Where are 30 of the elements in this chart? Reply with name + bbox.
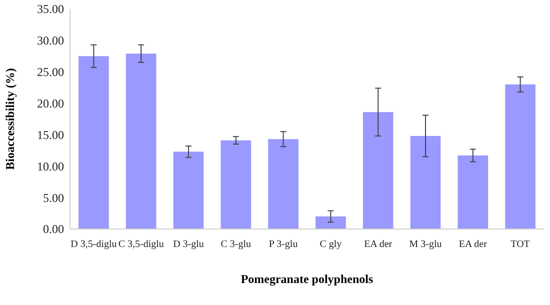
bar xyxy=(78,56,109,229)
bar xyxy=(126,54,156,229)
y-tick-label: 20.00 xyxy=(37,96,64,110)
x-tick-label: EA der xyxy=(458,239,488,250)
bar xyxy=(410,136,441,229)
bar xyxy=(316,216,346,229)
x-tick-label: P 3-glu xyxy=(268,239,298,250)
x-tick-label: M 3-glu xyxy=(409,239,442,250)
x-tick-label: D 3-glu xyxy=(173,239,204,250)
bar xyxy=(220,140,252,229)
bar xyxy=(268,139,298,229)
x-tick-label: TOT xyxy=(510,239,530,250)
bar xyxy=(505,84,536,229)
x-axis-title: Pomegranate polyphenols xyxy=(240,272,374,286)
y-axis-title: Bioaccessibility (%) xyxy=(3,68,17,170)
bar xyxy=(362,112,394,229)
y-tick-label: 25.00 xyxy=(37,65,64,80)
y-tick-label: 0.00 xyxy=(43,222,64,236)
y-tick-label: 10.00 xyxy=(37,159,64,174)
y-tick-label: 15.00 xyxy=(37,128,64,142)
x-tick-label: C 3-glu xyxy=(220,239,252,250)
y-tick-label: 35.00 xyxy=(37,2,64,16)
x-tick-label: C 3,5-diglu xyxy=(118,239,164,250)
x-tick-label: D 3,5-diglu xyxy=(70,239,117,250)
x-tick-label: EA der xyxy=(364,239,393,250)
x-tick-label: C gly xyxy=(320,239,342,250)
y-tick-label: 5.00 xyxy=(43,190,64,205)
bar xyxy=(173,152,204,229)
bar xyxy=(458,155,488,229)
y-tick-label: 30.00 xyxy=(37,34,64,48)
